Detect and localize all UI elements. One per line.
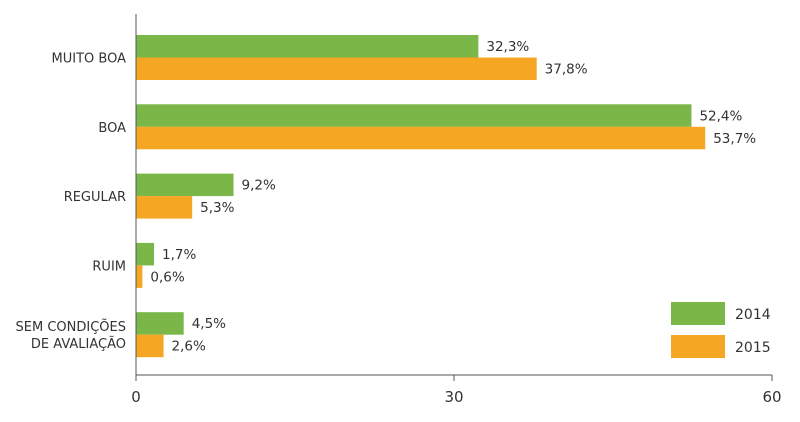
data-label-2015-0: 37,8% (545, 62, 588, 78)
category-label-3: RUIM (92, 259, 126, 274)
bar-2015-3 (136, 265, 143, 288)
category-label-4-line-0: SEM CONDIÇÕES (16, 319, 126, 335)
legend-label-2014: 2014 (735, 307, 771, 323)
data-label-2014-4: 4,5% (192, 316, 226, 332)
bar-2014-2 (136, 173, 234, 197)
data-label-2014-1: 52,4% (699, 108, 742, 124)
data-label-2015-4: 2,6% (172, 339, 206, 355)
bar-2015-1 (136, 126, 706, 150)
legend-label-2015: 2015 (735, 340, 771, 356)
x-tick-label-60: 60 (762, 388, 781, 406)
data-label-2014-0: 32,3% (486, 39, 529, 55)
category-label-0: MUITO BOA (52, 52, 127, 67)
bar-2015-4 (136, 334, 164, 358)
bar-2015-2 (136, 196, 193, 219)
category-label-1: BOA (98, 121, 126, 136)
x-tick-label-30: 30 (444, 388, 463, 406)
bar-2014-3 (136, 242, 155, 266)
legend-swatch-2015 (671, 335, 725, 358)
data-label-2015-3: 0,6% (150, 269, 184, 285)
category-label-4-line-1: DE AVALIAÇÃO (31, 336, 126, 352)
x-tick-label-0: 0 (131, 388, 141, 406)
bar-2014-4 (136, 312, 184, 335)
data-label-2014-2: 9,2% (242, 178, 276, 194)
bar-2015-0 (136, 57, 537, 80)
data-label-2015-1: 53,7% (713, 131, 756, 147)
data-label-2014-3: 1,7% (162, 247, 196, 263)
data-label-2015-2: 5,3% (200, 200, 234, 216)
bar-2014-1 (136, 104, 692, 127)
category-label-2: REGULAR (64, 190, 126, 205)
legend-swatch-2014 (671, 302, 725, 325)
bar-2014-0 (136, 35, 479, 58)
